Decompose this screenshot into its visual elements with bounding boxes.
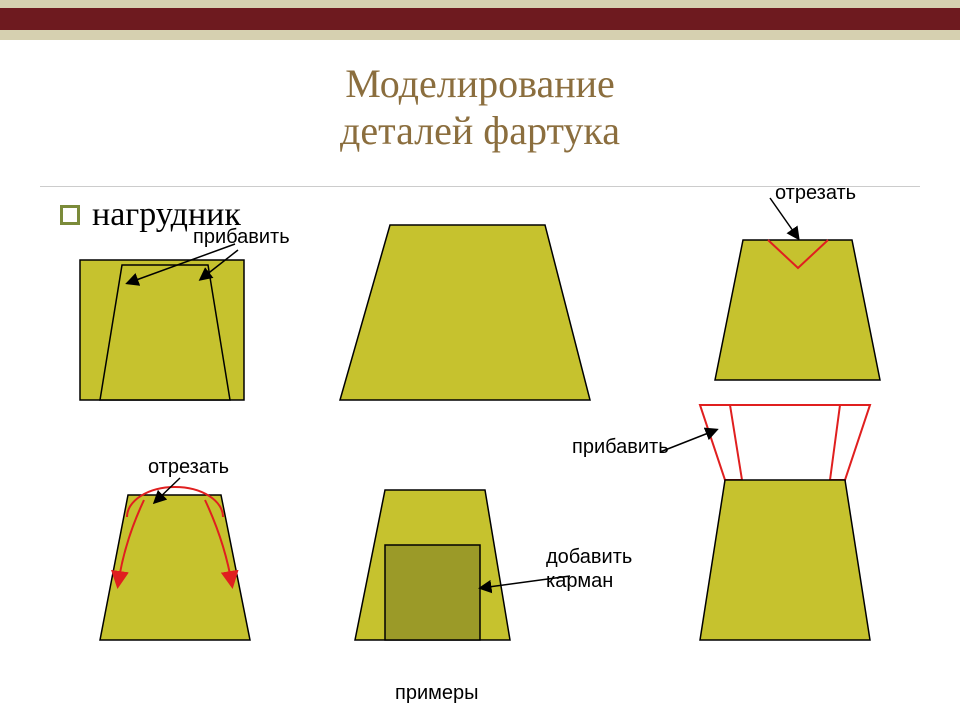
label-pribavit-2: прибавить — [572, 436, 669, 459]
label-karman: карман — [394, 580, 470, 601]
header-bar-2 — [0, 8, 960, 30]
header-bar-3 — [0, 30, 960, 40]
label-otrezat-1: отрезать — [775, 182, 856, 205]
label-dobavit-karman: добавить карман — [546, 545, 666, 593]
bullet-square-icon — [60, 205, 80, 225]
label-osnova: Основа-выкройки нагрудника — [365, 340, 565, 383]
header-bar-1 — [0, 0, 960, 8]
label-otrezat-2: отрезать — [148, 456, 229, 479]
title-line1: Моделирование — [0, 60, 960, 107]
title-block: Моделирование деталей фартука — [0, 60, 960, 154]
label-pribavit-1: прибавить — [193, 226, 290, 249]
label-primery: примеры — [395, 682, 479, 705]
title-line2: деталей фартука — [0, 107, 960, 154]
